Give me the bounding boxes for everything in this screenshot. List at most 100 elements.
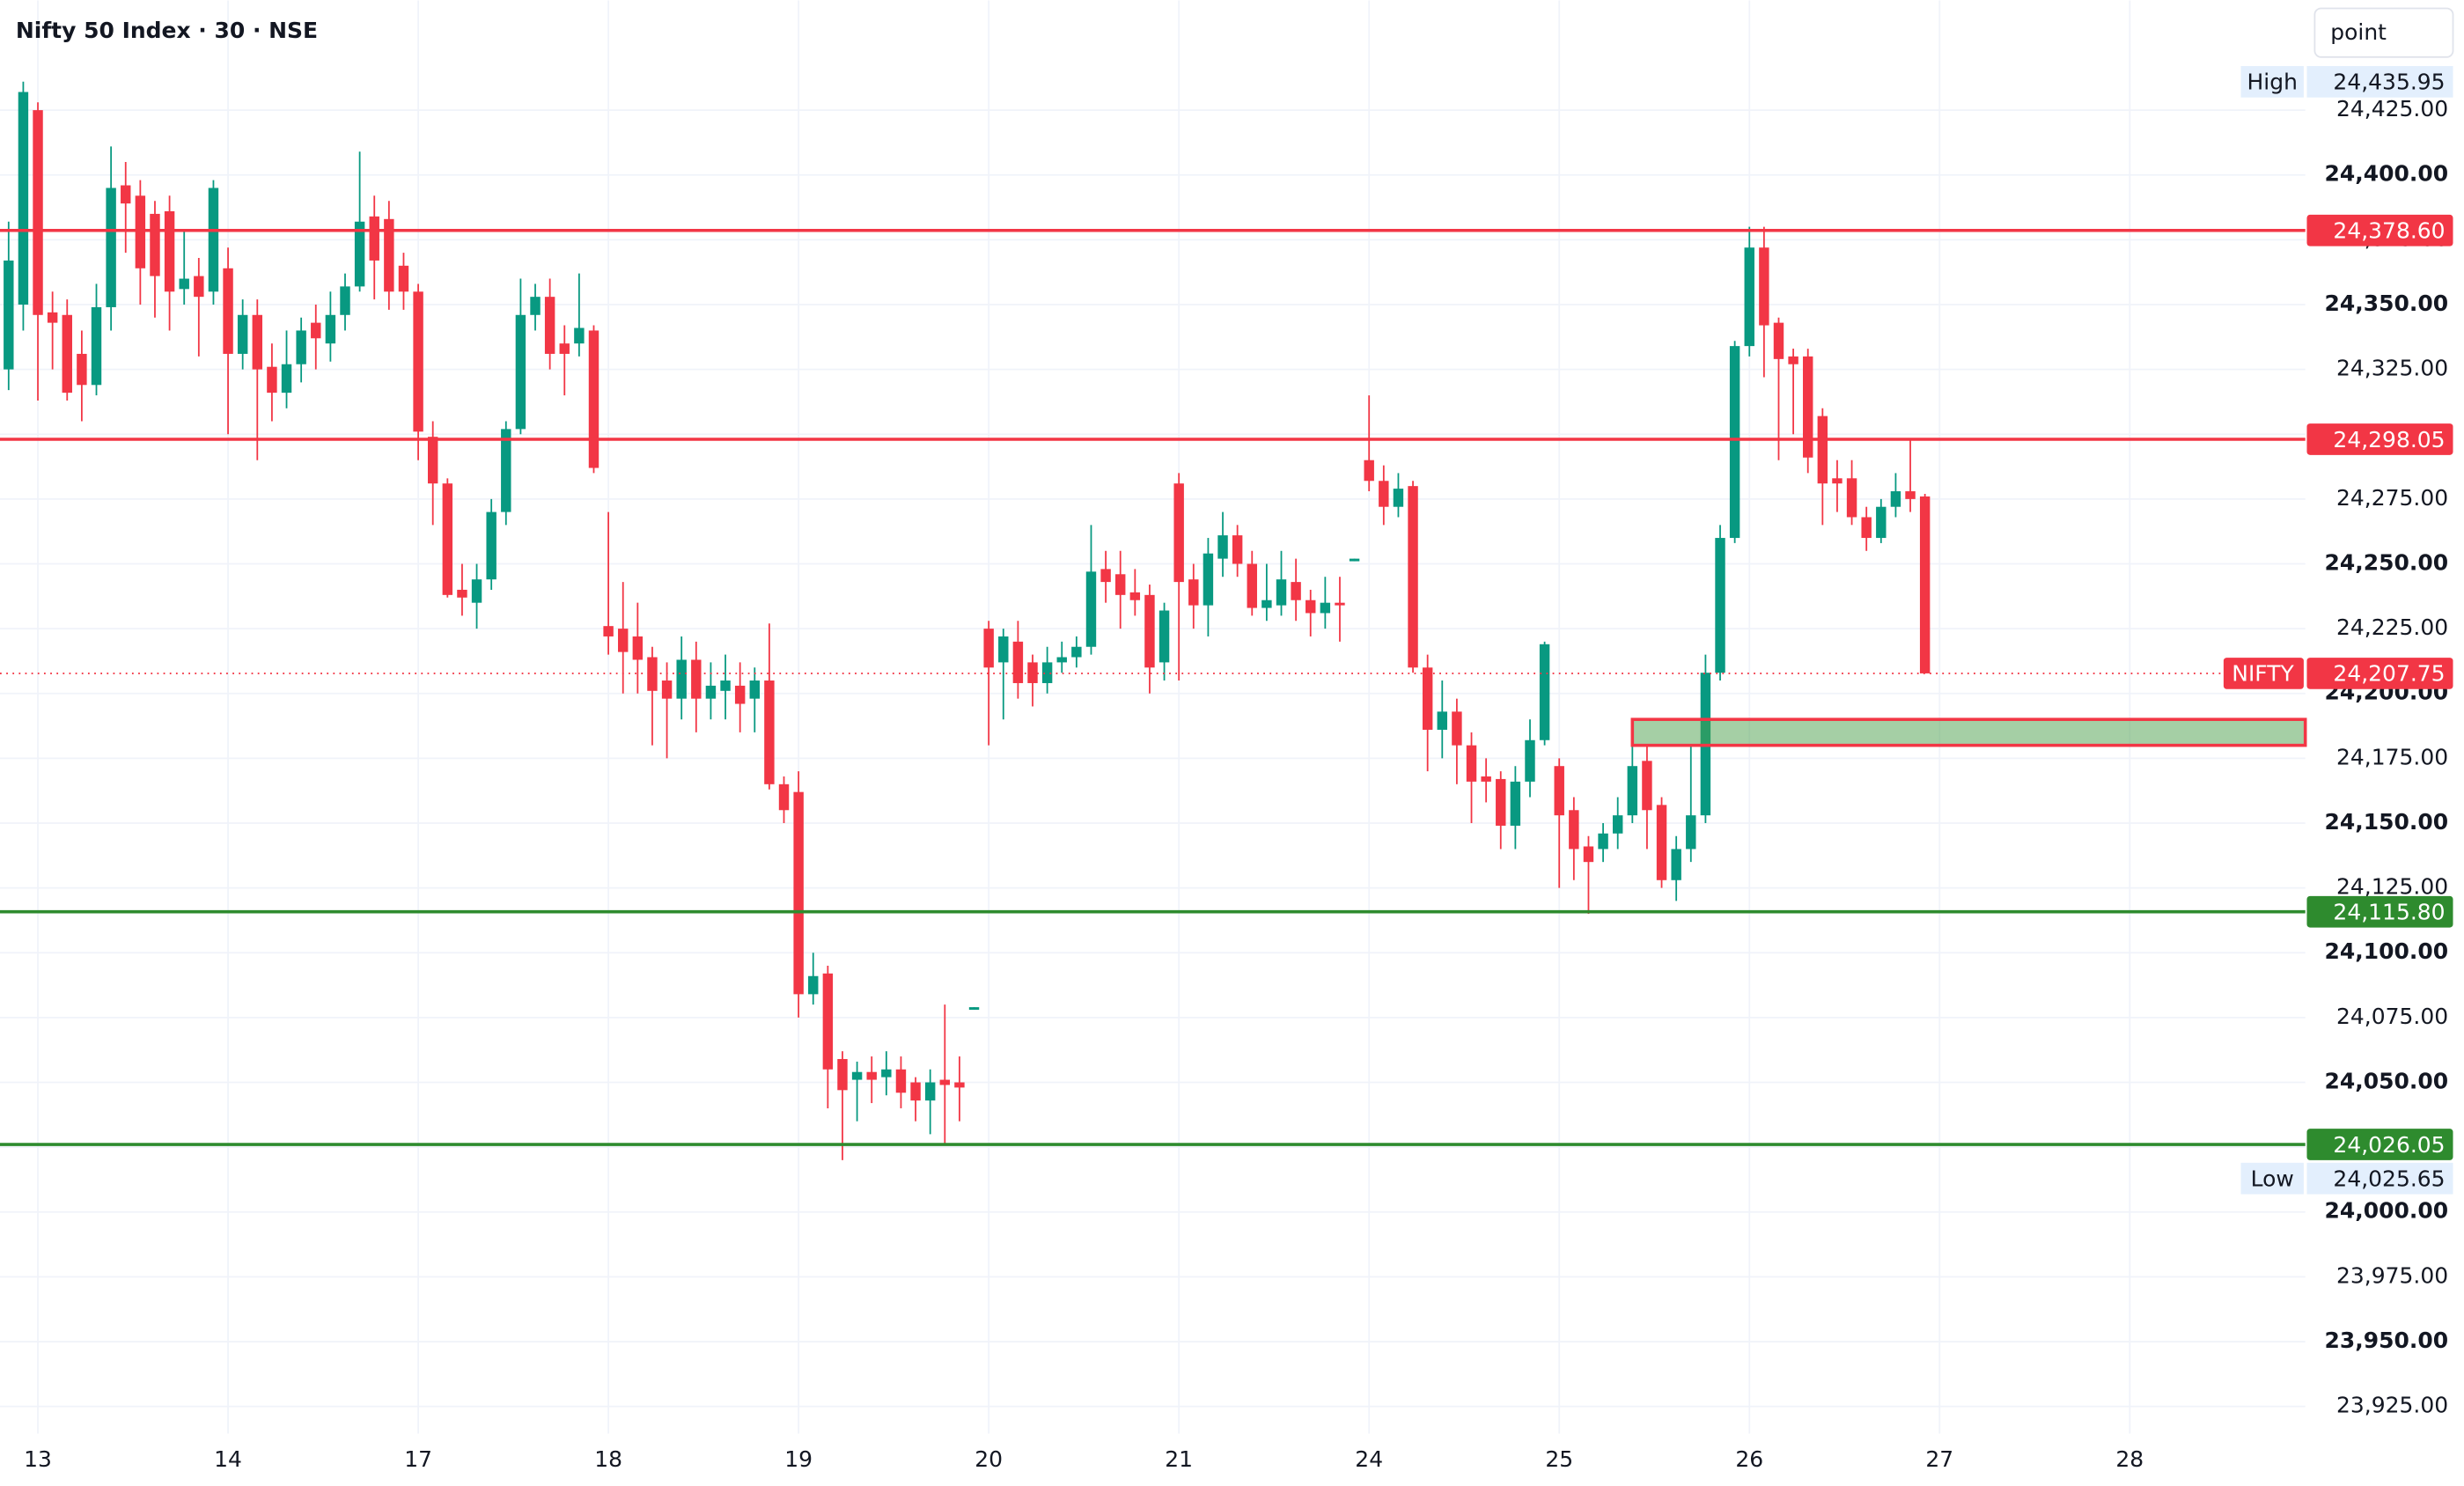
candle-body [574, 327, 585, 344]
candle-body [427, 437, 438, 484]
candle-body [1158, 610, 1170, 663]
candle-body [106, 188, 116, 307]
zone [1630, 717, 2307, 747]
candle-body [1379, 481, 1389, 507]
candle-body [939, 1079, 951, 1085]
candle-body [588, 330, 599, 468]
x-tick-label: 17 [404, 1446, 432, 1472]
candle-body [1247, 563, 1257, 608]
y-tick-label: 24,000.00 [2324, 1198, 2448, 1224]
y-tick-label: 24,150.00 [2324, 809, 2448, 835]
candle-body [1041, 662, 1053, 683]
extreme-value-badge [2306, 66, 2453, 98]
y-tick-label: 24,225.00 [2336, 614, 2448, 640]
candle-body [1422, 667, 1433, 730]
candle-body [398, 265, 409, 292]
candle-body [1291, 582, 1301, 600]
candle-body [223, 268, 233, 354]
extreme-value-badge [2306, 1162, 2453, 1195]
candle-body [764, 680, 775, 784]
y-tick-label: 24,400.00 [2324, 161, 2448, 187]
candle-body [281, 364, 292, 394]
candle-body [501, 429, 511, 512]
y-tick-label: 24,050.00 [2324, 1068, 2448, 1093]
candle-body [1671, 849, 1681, 880]
y-tick-label: 23,950.00 [2324, 1328, 2448, 1353]
candle-body [1817, 416, 1828, 484]
candle-body [1656, 805, 1667, 880]
candle-body [47, 312, 58, 323]
candle-body [1876, 506, 1887, 539]
candle-body [1335, 602, 1345, 606]
candle-body [1846, 478, 1857, 518]
candle-body [237, 314, 248, 354]
candle-body [603, 626, 614, 636]
candle-body [1686, 815, 1696, 850]
candle-body [749, 680, 760, 699]
candle-body [1496, 778, 1506, 826]
extreme-marker: Low 24,025.65 [2240, 1162, 2453, 1195]
candle-body [1627, 766, 1638, 816]
scale-button-label[interactable]: point [2330, 19, 2387, 45]
last-name: NIFTY [2232, 661, 2294, 687]
candle-body [4, 260, 14, 370]
candle-body [1452, 711, 1462, 746]
candle-body [1642, 761, 1652, 811]
candle-body [1056, 657, 1067, 663]
level-label: 24,115.80 [2333, 899, 2445, 924]
candle-body [194, 276, 204, 298]
candle-body [1583, 846, 1594, 863]
candle-body [1364, 460, 1374, 482]
candle-body [1203, 553, 1214, 606]
x-tick-label: 21 [1165, 1446, 1193, 1472]
candle-body [62, 314, 72, 394]
y-tick-label: 24,350.00 [2324, 291, 2448, 316]
candle-body [77, 353, 87, 386]
extreme-marker: High 24,435.95 [2240, 66, 2453, 98]
candle-body [705, 685, 717, 699]
candle-body [1832, 478, 1842, 484]
candle-body [1759, 247, 1769, 326]
scale-button[interactable] [2313, 7, 2454, 58]
x-tick-label: 19 [784, 1446, 813, 1472]
candle-body [1466, 745, 1477, 782]
y-tick-label: 23,975.00 [2336, 1262, 2448, 1288]
candle-body [1773, 322, 1784, 359]
x-tick-label: 26 [1735, 1446, 1763, 1472]
candle-body [1919, 496, 1931, 673]
y-tick-label: 24,125.00 [2336, 874, 2448, 900]
candle-body [720, 680, 731, 691]
candle-body [457, 589, 467, 598]
extreme-name-badge [2240, 66, 2304, 98]
candle-body [1085, 571, 1097, 647]
candle-body [544, 297, 555, 354]
level-badge [2306, 1129, 2453, 1160]
y-tick-label: 24,075.00 [2336, 1004, 2448, 1029]
candle-body [968, 1007, 980, 1011]
candle-body [1129, 592, 1141, 600]
candle-body [954, 1082, 965, 1088]
candle-body [1554, 766, 1564, 816]
candle-body [1276, 579, 1287, 606]
candle-body [1481, 776, 1491, 782]
candle-body [647, 657, 658, 691]
candle-body [1612, 815, 1623, 834]
candle-body [1408, 486, 1418, 668]
candle-body [1261, 600, 1272, 608]
candle-body [734, 685, 746, 704]
candle-body [1012, 641, 1024, 683]
candle-body [252, 314, 263, 370]
candle-body [18, 92, 29, 305]
level-badge [2306, 895, 2453, 928]
candle-body [881, 1069, 892, 1078]
candle-body [837, 1058, 848, 1091]
x-tick-label: 24 [1355, 1446, 1383, 1472]
x-tick-label: 20 [975, 1446, 1003, 1472]
last-price-badge [2306, 658, 2453, 689]
candle-body [1744, 247, 1754, 347]
candle-body [778, 783, 790, 811]
candle-body [1510, 781, 1521, 826]
candle-body [1393, 489, 1404, 507]
candle-body [851, 1071, 863, 1080]
